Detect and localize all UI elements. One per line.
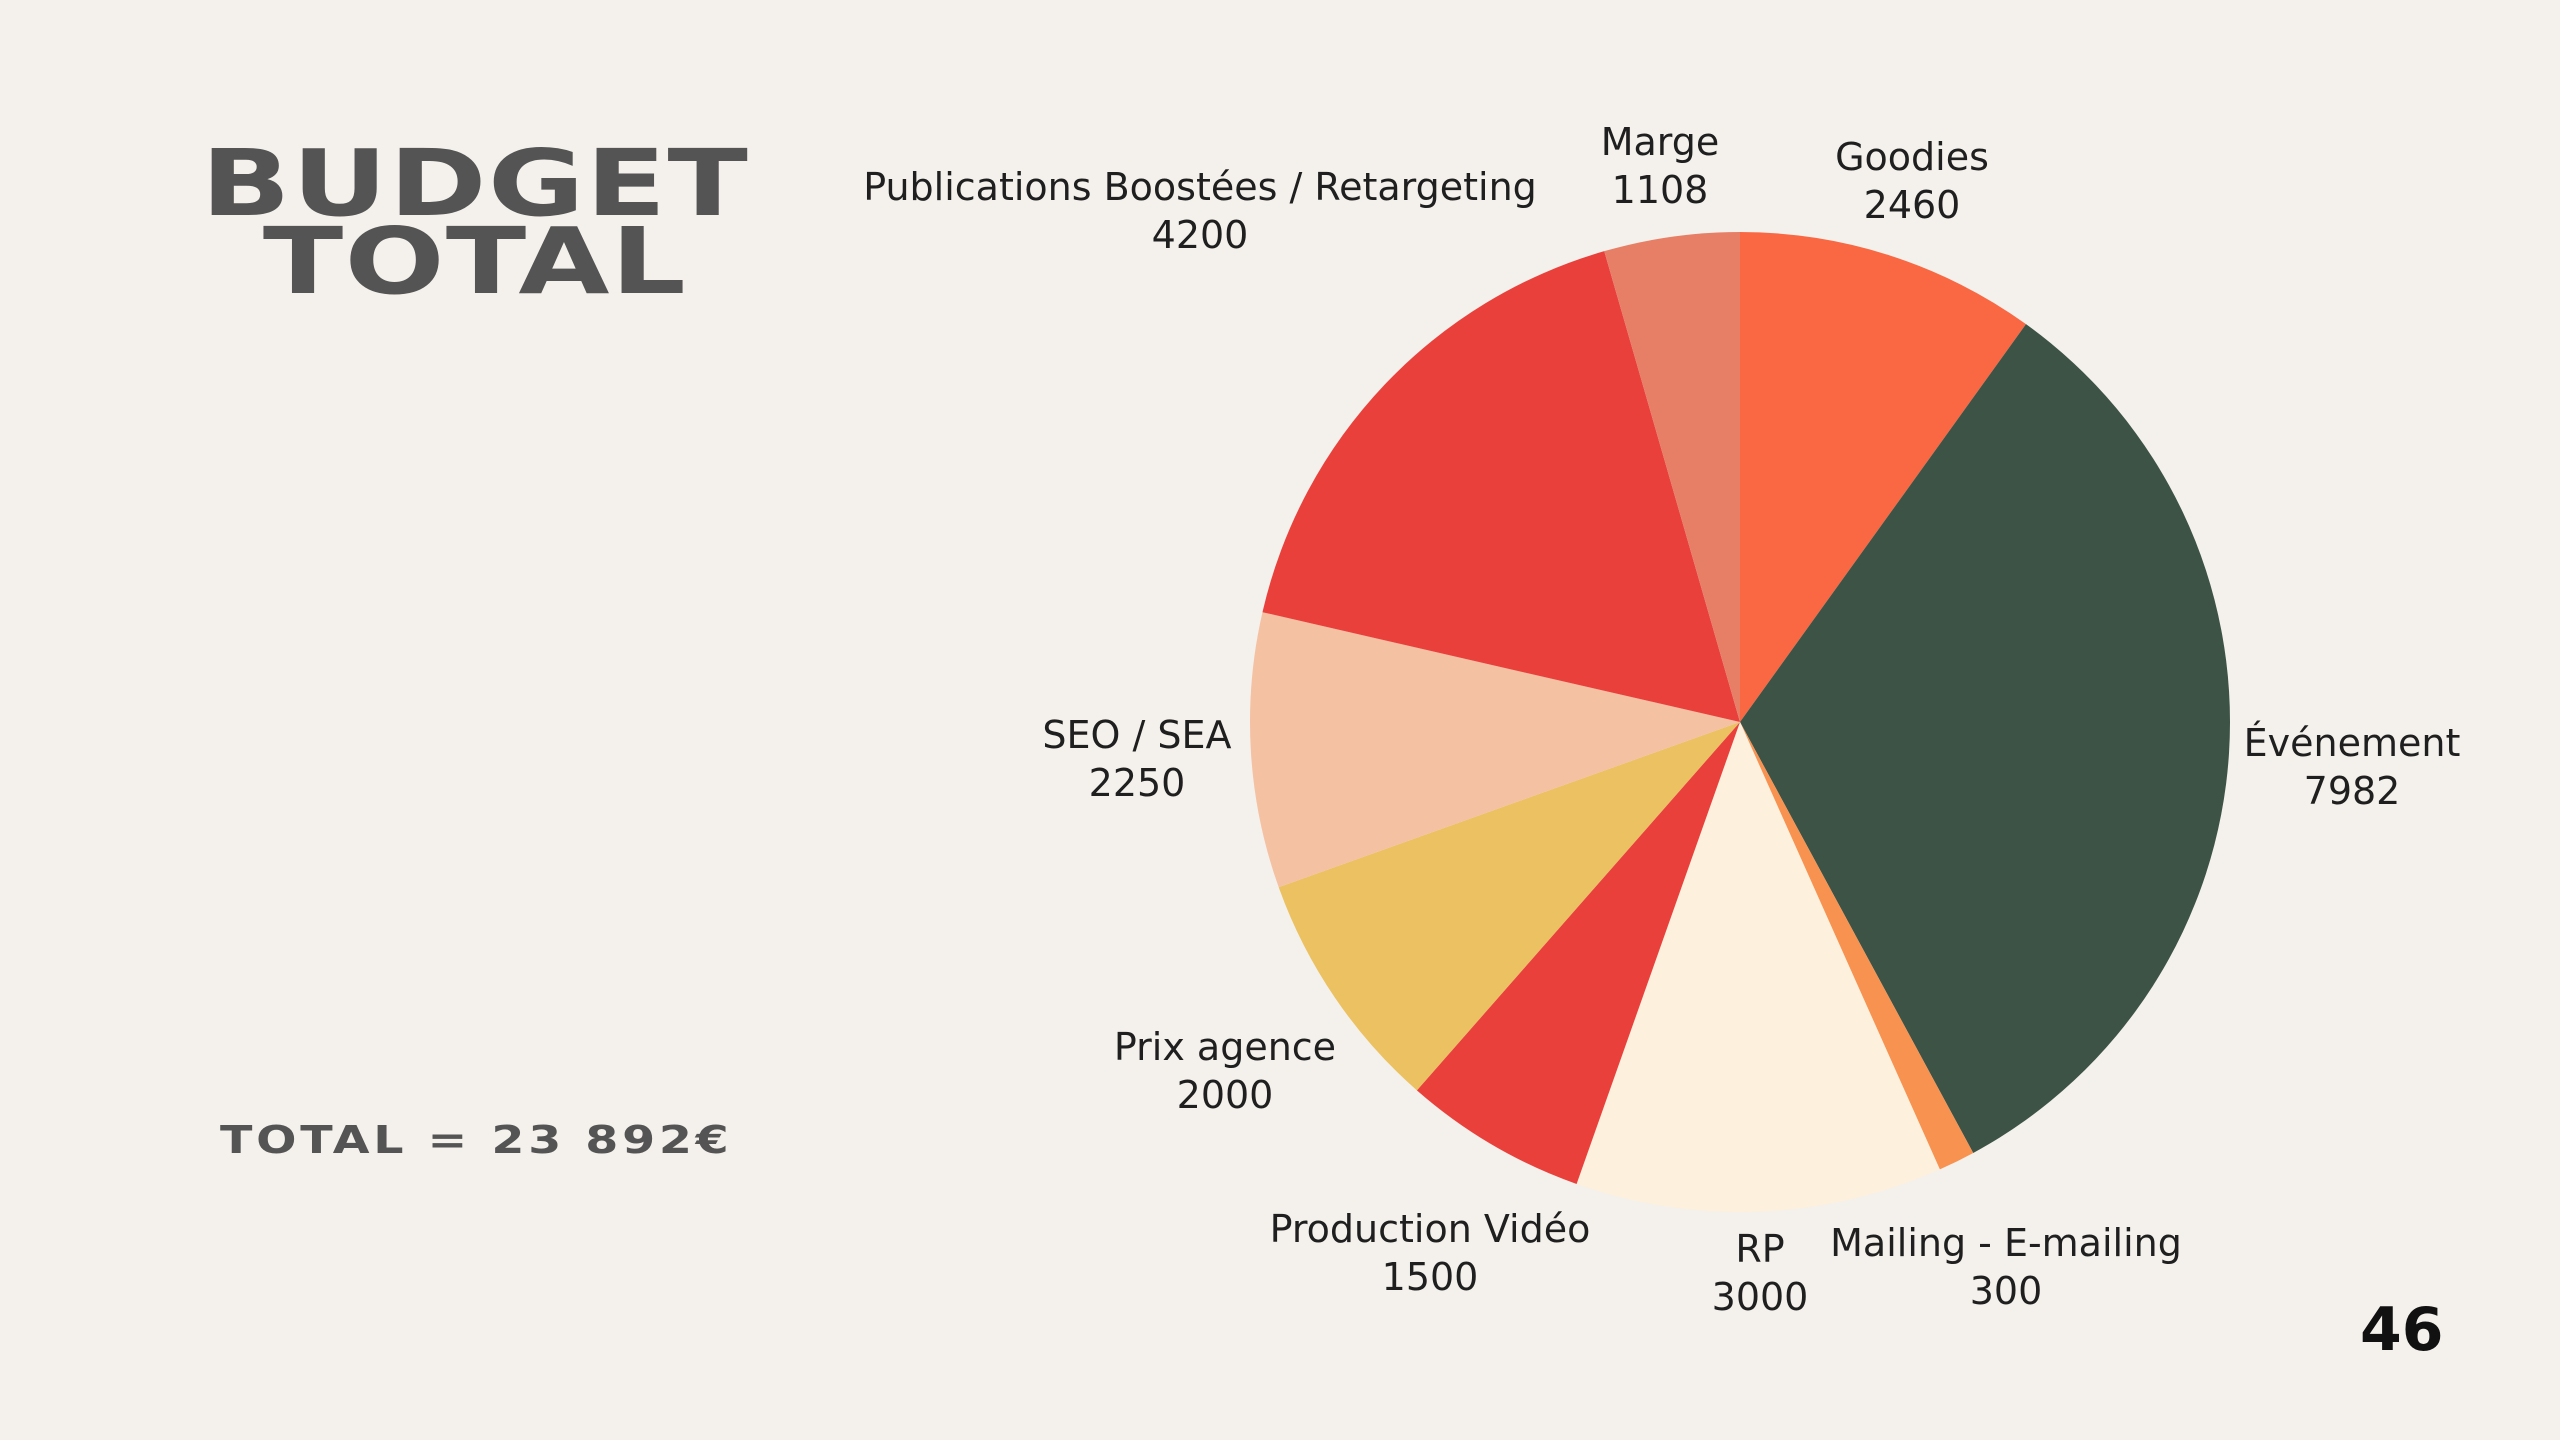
slice-label-2: Mailing - E-mailing (1830, 1221, 2182, 1265)
slice-value-4: 1500 (1382, 1255, 1479, 1299)
pie-slice-6 (1250, 612, 1740, 888)
slice-value-6: 2250 (1089, 761, 1186, 805)
slice-label-7: Publications Boostées / Retargeting (863, 165, 1537, 209)
slice-label-6: SEO / SEA (1042, 713, 1231, 757)
page-number: 46 (2360, 1295, 2444, 1365)
title-line-1: BUDGET (200, 130, 750, 237)
slice-value-1: 7982 (2304, 769, 2401, 813)
slice-value-3: 3000 (1712, 1275, 1809, 1319)
pie-slice-2 (1740, 722, 1974, 1170)
slice-value-2: 300 (1970, 1269, 2043, 1313)
slice-label-5: Prix agence (1114, 1025, 1336, 1069)
title-line-2: TOTAL (262, 208, 688, 315)
slice-label-8: Marge (1601, 120, 1720, 164)
pie-slice-7 (1262, 251, 1740, 722)
slice-value-0: 2460 (1864, 183, 1961, 227)
page-title: BUDGET TOTAL (59, 130, 891, 315)
total-amount: TOTAL = 23 892€ (220, 1118, 733, 1162)
slice-label-1: Événement (2244, 721, 2461, 765)
slice-label-3: RP (1735, 1227, 1784, 1271)
pie-slice-0 (1740, 232, 2026, 722)
pie-slice-4 (1416, 722, 1740, 1184)
pie-slice-3 (1576, 722, 1940, 1212)
pie-slices (1250, 232, 2231, 1212)
slice-value-8: 1108 (1612, 168, 1709, 212)
pie-slice-1 (1740, 324, 2231, 1153)
pie-slice-8 (1604, 232, 1740, 722)
slice-value-7: 4200 (1152, 213, 1249, 257)
slice-value-5: 2000 (1177, 1073, 1274, 1117)
pie-slice-5 (1278, 722, 1740, 1091)
slice-label-0: Goodies (1835, 135, 1989, 179)
slice-label-4: Production Vidéo (1270, 1207, 1591, 1251)
